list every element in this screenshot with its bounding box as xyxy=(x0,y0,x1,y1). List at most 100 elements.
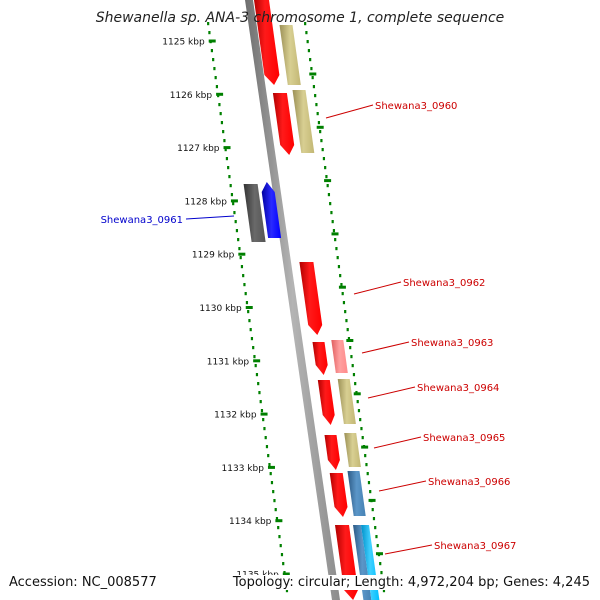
scale-tick-label: 1134 kbp xyxy=(229,517,272,527)
scale-dot-left xyxy=(235,229,239,233)
gene-label[interactable]: Shewana3_0966 xyxy=(428,477,510,488)
scale-tick-label: 1132 kbp xyxy=(214,411,257,421)
scale-tick-label: 1125 kbp xyxy=(162,38,205,48)
scale-dot-left xyxy=(267,454,270,458)
scale-dot-right xyxy=(304,22,307,26)
scale-dot-right xyxy=(357,409,361,413)
scale-dot-left xyxy=(210,49,214,53)
scale-tick-right xyxy=(324,179,332,183)
scale-dot-right xyxy=(372,517,376,521)
gene-label[interactable]: Shewana3_0965 xyxy=(423,433,505,444)
backbone-layer xyxy=(245,0,340,600)
scale-dot-left xyxy=(227,166,230,170)
scale-dot-left xyxy=(255,373,259,377)
scale-dot-right xyxy=(320,139,323,143)
scale-dot-right xyxy=(321,148,324,152)
scale-dot-left xyxy=(257,382,260,386)
scale-dot-right xyxy=(379,562,382,566)
gene-label-leader xyxy=(361,341,410,354)
label-layer: Shewana3_0960 Shewana3_0961 Shewana3_0962 S… xyxy=(101,101,516,555)
scale-dot-right xyxy=(309,58,312,62)
gene-arrow-red xyxy=(312,342,328,375)
scale-dot-right xyxy=(345,319,348,323)
gene-label[interactable]: Shewana3_0962 xyxy=(403,278,485,289)
scale-dot-right xyxy=(374,526,377,530)
gene-label[interactable]: Shewana3_0961 xyxy=(101,215,183,226)
scale-dot-left xyxy=(280,553,284,557)
scale-tick-label: 1133 kbp xyxy=(222,464,265,474)
scale-dot-left xyxy=(229,184,232,188)
gene-layer xyxy=(243,0,380,600)
scale-dot-right xyxy=(330,211,333,215)
scale-dot-right xyxy=(311,76,314,80)
scale-dot-right xyxy=(347,337,351,341)
topology-text: Topology: circular; Length: 4,972,204 bp… xyxy=(230,575,592,590)
scale-tick xyxy=(238,252,246,256)
scale-dot-right xyxy=(341,292,344,296)
gene-label[interactable]: Shewana3_0960 xyxy=(375,101,457,112)
scale-dot-right xyxy=(365,463,368,467)
scale-dot-left xyxy=(264,436,267,440)
scale-dot-right xyxy=(369,490,372,494)
scale-dot-left xyxy=(239,256,242,260)
scale-dot-right xyxy=(322,157,326,161)
accession-text: Accession: NC_008577 xyxy=(7,575,159,590)
gene-label[interactable]: Shewana3_0963 xyxy=(411,338,493,349)
scale-dot-right xyxy=(316,112,319,116)
scale-tick-label: 1127 kbp xyxy=(177,144,220,154)
scale-dot-left xyxy=(263,427,266,431)
scale-dot-right xyxy=(366,472,369,476)
gene-block-dark xyxy=(243,184,266,242)
scale-dot-left xyxy=(285,589,289,593)
scale-dot-left xyxy=(215,85,219,89)
scale-tick-label: 1126 kbp xyxy=(170,91,213,101)
gene-arrow-red xyxy=(324,435,340,470)
scale-tick-right xyxy=(346,339,354,342)
scale-dot-left xyxy=(245,301,249,305)
scale-dot-left xyxy=(268,463,271,467)
scale-dot-left xyxy=(212,58,215,62)
gene-block-khaki xyxy=(292,90,315,153)
scale-tick-right xyxy=(331,232,339,236)
scale-tick xyxy=(216,92,224,96)
scale-tick xyxy=(260,412,268,416)
gene-arrow-red xyxy=(272,93,295,155)
scale-tick xyxy=(275,519,283,523)
scale-dot-left xyxy=(233,211,236,215)
scale-dot-right xyxy=(335,247,338,251)
scale-dot-right xyxy=(375,535,378,539)
scale-tick-right xyxy=(368,498,376,502)
scale-dot-left xyxy=(242,274,245,278)
gene-block-khaki xyxy=(279,25,301,85)
gene-label[interactable]: Shewana3_0964 xyxy=(417,383,499,394)
gene-label[interactable]: Shewana3_0967 xyxy=(434,541,516,552)
scale-tick-right xyxy=(353,392,361,396)
scale-dot-right xyxy=(332,229,336,233)
scale-dot-left xyxy=(254,364,257,368)
scale-dot-left xyxy=(279,544,282,548)
scale-dot-left xyxy=(262,418,265,422)
scale-dot-right xyxy=(364,454,367,458)
scale-dot-left xyxy=(224,148,227,152)
gene-label-leader xyxy=(185,215,235,220)
scale-tick-right xyxy=(338,285,346,289)
scale-dot-right xyxy=(326,184,329,188)
scale-tick xyxy=(230,199,238,203)
scale-dot-right xyxy=(356,400,359,404)
scale-tick-right xyxy=(375,552,383,556)
scale-dot-left xyxy=(265,445,269,449)
scale-tick-label: 1130 kbp xyxy=(199,304,242,314)
scale-dot-left xyxy=(260,409,264,413)
scale-dot-right xyxy=(342,301,346,305)
scale-dot-left xyxy=(277,526,280,530)
scale-dot-right xyxy=(350,355,353,359)
scale-dot-right xyxy=(361,436,364,440)
scale-dot-left xyxy=(240,265,244,269)
scale-dot-left xyxy=(232,202,235,206)
scale-dot-right xyxy=(337,265,341,269)
scale-dot-right xyxy=(312,85,316,89)
scale-dot-right xyxy=(314,94,317,98)
scale-tick xyxy=(223,146,231,150)
scale-dot-right xyxy=(359,418,362,422)
scale-tick-label: 1128 kbp xyxy=(185,197,228,207)
